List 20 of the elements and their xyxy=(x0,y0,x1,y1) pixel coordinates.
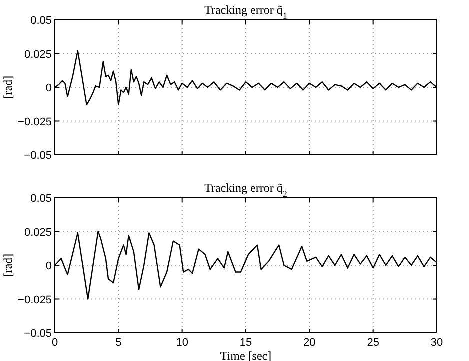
chart-title: Tracking error q̃$_{1}$ xyxy=(204,3,288,21)
x-tick-label: 25 xyxy=(367,337,380,349)
y-tick-label: 0.025 xyxy=(24,226,52,239)
y-tick-label: 0 xyxy=(46,260,52,272)
y-tick-label: 0 xyxy=(46,82,52,94)
y-tick-label: −0.05 xyxy=(24,328,52,340)
y-tick-label: −0.025 xyxy=(18,294,52,306)
x-tick-label: 30 xyxy=(430,337,444,349)
y-tick-label: −0.025 xyxy=(18,116,52,128)
y-tick-label: 0.025 xyxy=(24,48,52,61)
y-axis-title: [rad] xyxy=(1,76,15,100)
chart-title: Tracking error q̃$_{2}$ xyxy=(204,181,288,199)
y-axis-title: [rad] xyxy=(1,254,15,278)
y-tick-label: 0.05 xyxy=(30,15,52,27)
x-tick-label: 5 xyxy=(116,337,122,349)
x-tick-label: 20 xyxy=(304,337,316,349)
x-tick-label: 10 xyxy=(176,337,188,349)
x-tick-label: 15 xyxy=(240,337,252,349)
y-tick-label: 0.05 xyxy=(30,193,52,205)
y-tick-label: −0.05 xyxy=(24,150,52,162)
